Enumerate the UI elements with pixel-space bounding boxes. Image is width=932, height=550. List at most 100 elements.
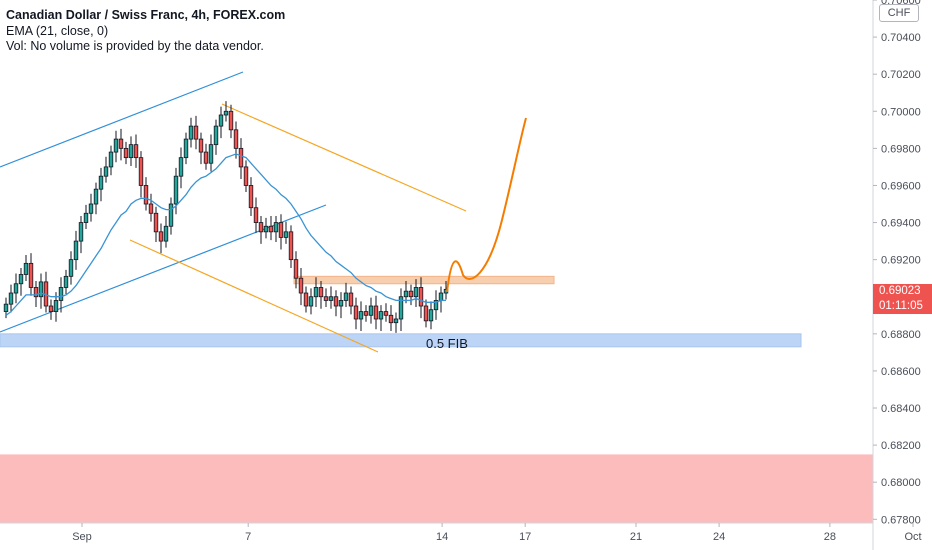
candle-body xyxy=(218,114,224,127)
candle-body xyxy=(438,292,444,301)
price-tick-label: 0.68200 xyxy=(881,440,921,452)
candle-body xyxy=(248,185,254,209)
projected-path xyxy=(446,117,527,293)
candle-body xyxy=(73,240,79,261)
candle-body xyxy=(238,147,244,168)
candle-body xyxy=(98,175,104,190)
candle-body xyxy=(398,296,404,320)
candle-body xyxy=(293,259,299,279)
candle-body xyxy=(78,222,84,242)
candle-body xyxy=(133,144,139,159)
candle-body xyxy=(303,292,309,307)
candle-body xyxy=(28,262,34,288)
candle-body xyxy=(163,225,169,242)
candle-body xyxy=(288,231,294,261)
candle-body xyxy=(358,311,364,320)
symbol-title[interactable]: Canadian Dollar / Swiss Franc, 4h, FOREX… xyxy=(6,8,286,22)
channel-upper-line xyxy=(0,71,244,168)
fib-zone xyxy=(0,333,802,348)
candle-body xyxy=(23,262,29,275)
price-tick-label: 0.69600 xyxy=(881,180,921,192)
candle-body xyxy=(408,290,414,298)
candle-body xyxy=(93,188,99,205)
candle-body xyxy=(323,296,329,301)
candle-body xyxy=(393,318,399,324)
candle-body xyxy=(228,110,234,131)
candle-body xyxy=(58,287,64,301)
price-tick-label: 0.70400 xyxy=(881,32,921,44)
candle-body xyxy=(343,292,349,301)
resistance-zone xyxy=(293,275,555,285)
candle-body xyxy=(258,222,264,233)
time-tick-label: 7 xyxy=(245,531,251,543)
candle-body xyxy=(313,287,319,298)
wedge-lower-line xyxy=(129,239,379,353)
candle-body xyxy=(103,166,109,177)
candle-body xyxy=(298,277,304,294)
time-tick-label: 14 xyxy=(436,531,448,543)
candle-body xyxy=(8,292,14,305)
candle-body xyxy=(428,309,434,322)
ema-line xyxy=(5,153,446,316)
candle-body xyxy=(433,300,439,311)
candle-body xyxy=(223,110,229,116)
candle-body xyxy=(118,138,124,149)
candle-body xyxy=(198,138,204,153)
currency-badge[interactable]: CHF xyxy=(879,4,919,22)
candle-body xyxy=(113,138,119,153)
candle-body xyxy=(208,144,214,164)
price-tick-label: 0.68000 xyxy=(881,477,921,489)
ema-indicator-label[interactable]: EMA (21, close, 0) xyxy=(6,23,109,38)
candle-body xyxy=(123,147,129,159)
candle-body xyxy=(333,296,339,307)
price-tick-label: 0.68600 xyxy=(881,366,921,378)
wedge-upper-line xyxy=(221,103,467,212)
candle-body xyxy=(18,274,24,285)
candle-body xyxy=(33,287,39,298)
candle-body xyxy=(203,151,209,164)
candle-body xyxy=(378,311,384,320)
price-tick-label: 0.67800 xyxy=(881,514,921,526)
candle-body xyxy=(263,225,269,233)
price-tick-label: 0.68800 xyxy=(881,329,921,341)
candle-body xyxy=(353,305,359,320)
candle-body xyxy=(83,212,89,223)
time-tick-label: 24 xyxy=(713,531,725,543)
candle-body xyxy=(273,222,279,233)
candle-body xyxy=(308,296,314,307)
bar-countdown-tag: 01:11:05 xyxy=(873,299,932,315)
candle-body xyxy=(253,207,259,223)
candle-body xyxy=(373,305,379,320)
chart-legend: Canadian Dollar / Swiss Franc, 4h, FOREX… xyxy=(6,8,285,55)
candle-body xyxy=(153,212,159,233)
time-tick-label: Oct xyxy=(904,531,921,543)
price-tick-label: 0.69400 xyxy=(881,218,921,230)
candle-body xyxy=(158,231,164,242)
candle-body xyxy=(418,287,424,307)
candle-body xyxy=(128,144,134,159)
price-tick-label: 0.70200 xyxy=(881,69,921,81)
demand-zone xyxy=(0,454,873,523)
candle-body xyxy=(143,185,149,205)
candle-body xyxy=(403,290,409,298)
candle-body xyxy=(368,305,374,316)
candle-body xyxy=(363,311,369,316)
price-tick-label: 0.69800 xyxy=(881,143,921,155)
candle-body xyxy=(383,311,389,316)
candle-body xyxy=(328,296,334,301)
price-tick-label: 0.68400 xyxy=(881,403,921,415)
candle-body xyxy=(68,259,74,277)
candle-body xyxy=(148,203,154,214)
candle-body xyxy=(213,125,219,146)
candle-body xyxy=(233,129,239,149)
candle-body xyxy=(3,303,9,312)
candle-body xyxy=(183,138,189,159)
time-tick-label: Sep xyxy=(72,531,92,543)
candle-body xyxy=(388,314,394,324)
fib-zone-label: 0.5 FIB xyxy=(426,335,468,351)
candle-body xyxy=(193,125,199,140)
volume-notice: Vol: No volume is provided by the data v… xyxy=(6,39,264,53)
candle-body xyxy=(53,300,59,312)
